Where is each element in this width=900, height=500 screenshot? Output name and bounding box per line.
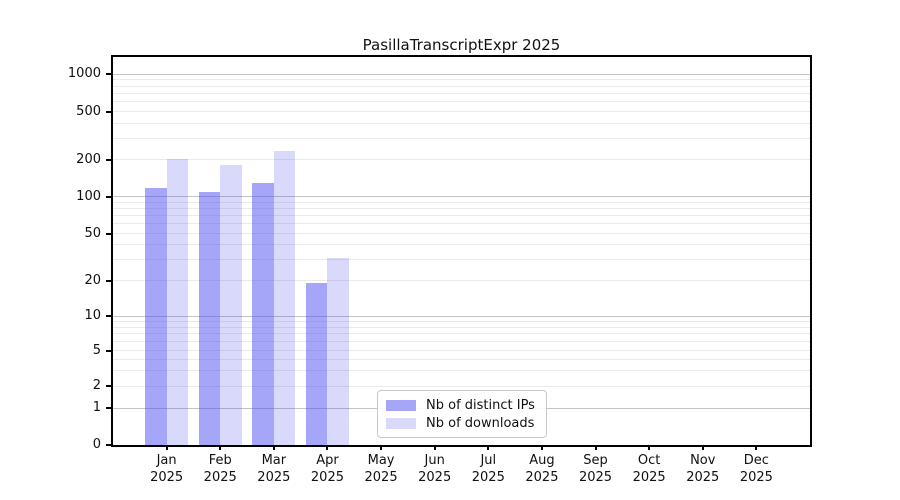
y-tick-mark xyxy=(106,315,111,317)
bar-downloads xyxy=(166,158,189,445)
gridline-minor xyxy=(113,79,810,81)
legend-entry-distinct-ips: Nb of distinct IPs xyxy=(386,397,538,413)
y-tick-mark xyxy=(106,407,111,409)
x-tick-label: Jan 2025 xyxy=(150,453,184,485)
y-tick-label: 1000 xyxy=(67,66,101,81)
gridline-minor xyxy=(113,207,810,209)
gridline-major xyxy=(113,73,810,75)
gridline-minor xyxy=(113,122,810,124)
gridline-minor xyxy=(113,111,810,112)
gridline-major xyxy=(113,196,810,197)
y-tick-mark xyxy=(106,349,111,352)
gridline-minor xyxy=(113,201,810,203)
bar-downloads xyxy=(273,151,296,445)
gridline-minor xyxy=(113,280,810,281)
x-tick-mark xyxy=(648,445,651,450)
gridline-minor xyxy=(113,137,810,139)
y-tick-mark xyxy=(106,158,111,161)
gridline-minor xyxy=(113,350,810,351)
legend-label-downloads: Nb of downloads xyxy=(426,415,535,431)
y-tick-label: 0 xyxy=(92,437,101,452)
x-tick-mark xyxy=(755,445,758,450)
gridline-minor xyxy=(113,326,810,328)
x-tick-mark xyxy=(487,445,490,450)
bar-downloads xyxy=(220,164,242,445)
y-tick-mark xyxy=(106,110,111,113)
bar-distinct-ips xyxy=(305,283,328,445)
plot-area xyxy=(111,55,812,447)
legend-swatch-distinct-ips xyxy=(386,399,416,411)
x-tick-mark xyxy=(165,445,168,450)
bar-distinct-ips xyxy=(145,187,167,445)
gridline-minor xyxy=(113,92,810,94)
y-tick-label: 20 xyxy=(84,272,101,288)
x-tick-label: Nov 2025 xyxy=(686,453,720,485)
chart-title: PasillaTranscriptExpr 2025 xyxy=(362,36,561,54)
x-tick-label: Aug 2025 xyxy=(525,453,559,485)
x-tick-mark xyxy=(380,445,383,450)
x-tick-mark xyxy=(540,445,543,450)
gridline-minor xyxy=(113,385,810,387)
gridline-minor xyxy=(113,244,810,246)
x-tick-mark xyxy=(701,445,704,450)
legend: Nb of distinct IPs Nb of downloads xyxy=(377,390,547,438)
bar-distinct-ips xyxy=(252,183,274,445)
y-tick-label: 50 xyxy=(84,225,101,241)
y-tick-mark xyxy=(106,232,111,235)
x-tick-mark xyxy=(219,445,222,450)
x-tick-mark xyxy=(594,445,597,450)
x-tick-label: Dec 2025 xyxy=(739,453,773,485)
gridline-minor xyxy=(113,215,810,217)
x-tick-label: Sep 2025 xyxy=(578,453,613,485)
y-tick-mark xyxy=(106,385,111,387)
y-tick-mark xyxy=(106,444,111,446)
gridline-minor xyxy=(113,358,810,360)
gridline-minor xyxy=(113,101,810,103)
gridline-minor xyxy=(113,233,810,234)
y-tick-label: 100 xyxy=(76,188,101,204)
x-tick-label: May 2025 xyxy=(364,453,398,485)
x-tick-label: Apr 2025 xyxy=(310,453,344,485)
gridline-minor xyxy=(113,223,810,225)
gridline-minor xyxy=(113,369,810,371)
x-tick-label: Jul 2025 xyxy=(471,453,505,485)
bar-downloads xyxy=(327,258,349,445)
x-tick-mark xyxy=(433,445,436,450)
y-tick-label: 2 xyxy=(92,378,101,393)
gridline-minor xyxy=(113,159,810,160)
x-tick-mark xyxy=(326,445,329,450)
gridline-minor xyxy=(113,320,810,322)
gridline-minor xyxy=(113,333,810,335)
x-tick-label: Oct 2025 xyxy=(632,453,666,485)
y-tick-label: 200 xyxy=(76,151,101,167)
x-tick-mark xyxy=(272,445,275,450)
gridline-minor xyxy=(113,259,810,261)
plot-inner xyxy=(113,57,810,445)
y-tick-mark xyxy=(106,279,111,282)
y-tick-label: 500 xyxy=(76,103,101,119)
x-tick-label: Jun 2025 xyxy=(418,453,452,485)
bar-distinct-ips xyxy=(198,192,221,445)
y-tick-label: 10 xyxy=(84,308,101,323)
legend-label-distinct-ips: Nb of distinct IPs xyxy=(426,397,535,413)
x-tick-label: Feb 2025 xyxy=(203,453,237,485)
y-tick-mark xyxy=(106,73,111,75)
gridline-minor xyxy=(113,340,810,342)
y-tick-label: 5 xyxy=(92,342,101,358)
y-tick-label: 1 xyxy=(92,400,101,415)
legend-entry-downloads: Nb of downloads xyxy=(386,415,538,431)
gridline-major xyxy=(113,315,810,317)
legend-swatch-downloads xyxy=(386,417,416,429)
x-tick-label: Mar 2025 xyxy=(257,453,291,485)
gridline-minor xyxy=(113,85,810,87)
y-tick-mark xyxy=(106,195,111,198)
